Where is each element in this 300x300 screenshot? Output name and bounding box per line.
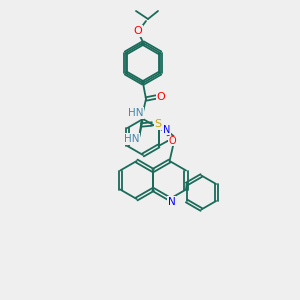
Text: N: N — [163, 125, 170, 135]
Text: S: S — [154, 119, 162, 129]
Text: HN: HN — [128, 108, 144, 118]
Text: O: O — [169, 136, 176, 146]
Text: O: O — [157, 92, 165, 102]
Text: HN: HN — [124, 134, 140, 144]
Text: O: O — [134, 26, 142, 36]
Text: N: N — [168, 197, 176, 207]
